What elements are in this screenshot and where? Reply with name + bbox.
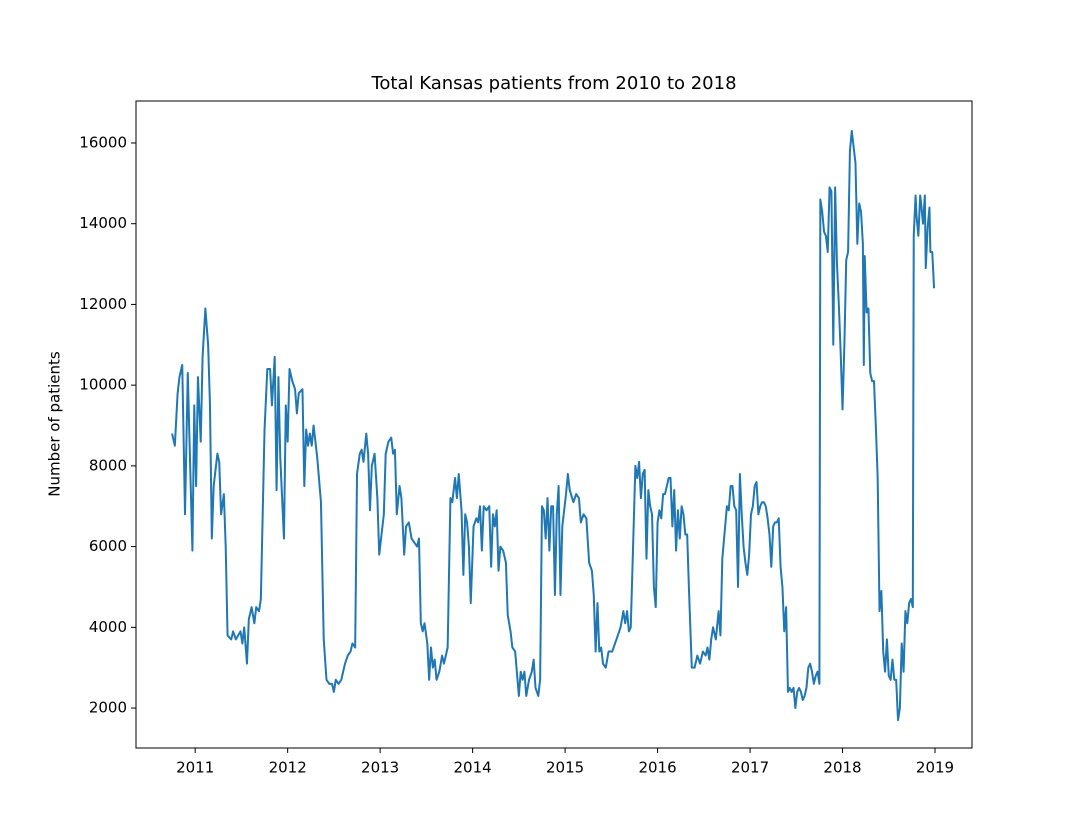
y-axis-label: Number of patients — [46, 351, 64, 497]
y-tick-label: 14000 — [79, 214, 127, 232]
x-tick-label: 2012 — [269, 759, 307, 777]
x-tick-label: 2017 — [731, 759, 769, 777]
y-tick-label: 8000 — [89, 456, 127, 474]
plot-frame — [135, 100, 973, 749]
x-tick-label: 2011 — [176, 759, 214, 777]
x-tick-label: 2018 — [823, 759, 861, 777]
y-tick-label: 4000 — [89, 618, 127, 636]
x-tick-label: 2014 — [454, 759, 492, 777]
y-tick-label: 6000 — [89, 537, 127, 555]
x-tick-label: 2019 — [916, 759, 954, 777]
x-tick-label: 2016 — [638, 759, 676, 777]
x-tick-label: 2015 — [546, 759, 584, 777]
y-tick-label: 16000 — [79, 133, 127, 151]
chart-title: Total Kansas patients from 2010 to 2018 — [370, 73, 736, 94]
y-tick-label: 10000 — [79, 376, 127, 394]
y-tick-label: 2000 — [89, 699, 127, 717]
y-tick-label: 12000 — [79, 295, 127, 313]
x-tick-label: 2013 — [361, 759, 399, 777]
data-line — [171, 129, 936, 722]
